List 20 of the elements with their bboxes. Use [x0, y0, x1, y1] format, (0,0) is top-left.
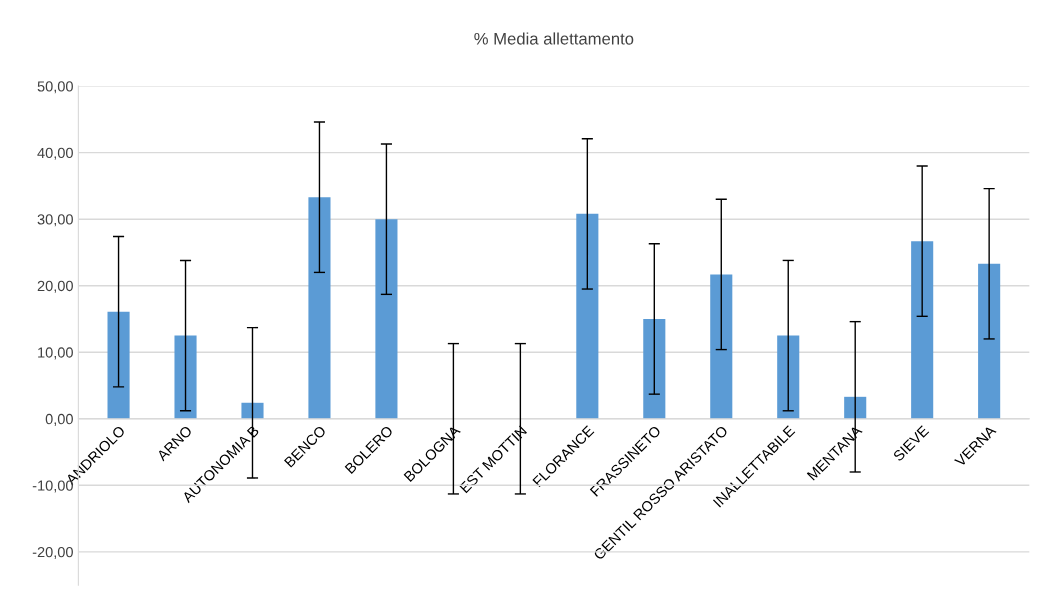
y-tick-label: -20,00: [32, 546, 73, 559]
bar: [241, 402, 264, 419]
bar: [911, 241, 934, 419]
y-tick-label: 30,00: [37, 214, 73, 227]
bar: [174, 335, 197, 419]
bar: [978, 263, 1001, 419]
bar: [375, 219, 398, 419]
chart-title: % Media allettamento: [474, 32, 634, 45]
y-tick-label: 10,00: [38, 347, 73, 360]
y-tick-label: 40,00: [37, 147, 73, 160]
y-tick-label: 50,00: [37, 81, 73, 94]
bar: [844, 396, 867, 419]
bar: [777, 335, 800, 419]
bar: [107, 311, 130, 419]
y-tick-label: 20,00: [37, 280, 73, 293]
bar: [710, 274, 733, 419]
bar: [643, 318, 666, 419]
bar: [576, 213, 599, 419]
y-tick-label: 0,00: [45, 413, 73, 426]
bar: [308, 197, 331, 419]
